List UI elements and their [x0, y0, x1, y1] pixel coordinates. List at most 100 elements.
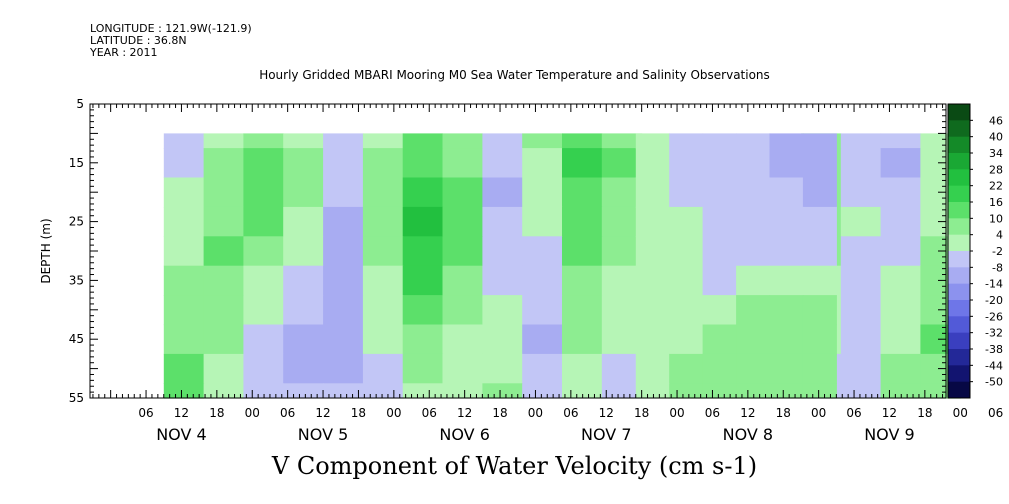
heatmap-cell	[635, 265, 670, 296]
y-tick-label: 15	[69, 156, 84, 170]
y-tick-label: 35	[69, 273, 84, 287]
heatmap-cell	[669, 236, 704, 267]
heatmap-cell	[362, 324, 404, 355]
colorbar-swatch	[948, 202, 970, 219]
x-tick-label: 12	[315, 406, 330, 420]
heatmap-cell	[880, 353, 921, 384]
heatmap-cell	[442, 148, 483, 179]
heatmap-cell	[163, 177, 205, 208]
colorbar-swatch	[948, 153, 970, 170]
colorbar-label: -14	[985, 278, 1003, 291]
colorbar: 46 40 34 28 22 16 10 4 -2 -8 -14 -20 -26 -32 -38 -44 -50	[947, 103, 1003, 399]
heatmap-cell	[635, 133, 670, 149]
heatmap-cell	[283, 236, 324, 267]
heatmap-cell	[840, 206, 882, 237]
heatmap-cell	[482, 133, 523, 149]
heatmap-cell	[163, 265, 205, 296]
colorbar-swatch	[948, 332, 970, 350]
heatmap-cell	[880, 177, 921, 208]
heatmap-cell	[442, 353, 483, 384]
heatmap-cell	[736, 265, 771, 296]
x-day-label: NOV 7	[581, 425, 632, 444]
heatmap-cell	[243, 236, 284, 267]
heatmap-cell	[736, 295, 771, 326]
heatmap-cell	[163, 236, 205, 267]
heatmap-cell	[769, 177, 804, 208]
heatmap-cell	[562, 133, 603, 149]
colorbar-swatch	[948, 104, 970, 121]
heatmap-cell	[323, 148, 364, 179]
heatmap-cell	[203, 133, 244, 149]
heatmap-cell	[362, 133, 404, 149]
heatmap-cell	[362, 236, 404, 267]
heatmap-cell	[243, 206, 284, 237]
y-tick-label: 25	[69, 215, 84, 229]
x-tick-label: 18	[492, 406, 507, 420]
heatmap-cell	[243, 265, 284, 296]
heatmap-cell	[840, 353, 882, 384]
colorbar-swatch	[948, 349, 970, 366]
x-tick-label: 00	[386, 406, 401, 420]
heatmap-cell	[362, 148, 404, 179]
heatmap-cell	[702, 265, 737, 296]
heatmap-cell	[880, 324, 921, 355]
heatmap-cell	[482, 265, 523, 296]
y-tick-label: 5	[76, 97, 84, 111]
heatmap-cell	[243, 324, 284, 355]
heatmap-cell	[769, 133, 804, 149]
heatmap-cell	[601, 265, 643, 296]
heatmap-cell	[522, 206, 563, 237]
heatmap-cell	[635, 353, 670, 384]
heatmap-cell	[736, 206, 771, 237]
colorbar-label: 10	[989, 212, 1003, 225]
colorbar-swatch	[948, 234, 970, 252]
x-tick-label: 06	[280, 406, 295, 420]
heatmap-cell	[482, 383, 523, 399]
heatmap-cell	[482, 295, 523, 326]
heatmap-cell	[769, 295, 804, 326]
heatmap-cell	[736, 353, 771, 384]
x-tick-label: 12	[457, 406, 472, 420]
heatmap-cell	[283, 177, 324, 208]
heatmap-cell	[362, 295, 404, 326]
heatmap-cell	[736, 383, 771, 399]
heatmap-cell	[635, 206, 670, 237]
heatmap-cell	[669, 265, 704, 296]
heatmap-cell	[601, 206, 643, 237]
x-day-label: NOV 9	[864, 425, 915, 444]
y-axis-label: DEPTH (m)	[39, 218, 53, 283]
heatmap-cell	[163, 148, 205, 179]
heatmap-cell	[802, 324, 837, 355]
heatmap-cell	[669, 148, 704, 179]
x-tick-label: 06	[846, 406, 861, 420]
heatmap-cell	[601, 148, 643, 179]
heatmap-cell	[522, 236, 563, 267]
heatmap-cell	[702, 148, 737, 179]
heatmap-cell	[522, 265, 563, 296]
heatmap-cell	[283, 324, 324, 355]
x-day-label: NOV 4	[156, 425, 207, 444]
x-tick-label: 00	[669, 406, 684, 420]
heatmap-cell	[323, 177, 364, 208]
x-tick-label: 12	[174, 406, 189, 420]
chart-subtitle: V Component of Water Velocity (cm s-1)	[271, 452, 758, 480]
x-tick-label: 12	[740, 406, 755, 420]
heatmap-cell	[323, 353, 364, 384]
heatmap-cell	[880, 133, 921, 149]
heatmap-cell	[402, 148, 444, 179]
heatmap-cell	[601, 177, 643, 208]
x-tick-label: 18	[209, 406, 224, 420]
colorbar-swatch	[948, 185, 970, 203]
heatmap-cell	[840, 265, 882, 296]
heatmap-cell	[522, 133, 563, 149]
heatmap-cell	[635, 295, 670, 326]
x-tick-label: 00	[528, 406, 543, 420]
heatmap-cell	[769, 206, 804, 237]
heatmap-cell	[283, 148, 324, 179]
heatmap-cell	[880, 265, 921, 296]
heatmap-cell	[402, 353, 444, 384]
colorbar-swatch	[948, 300, 970, 317]
colorbar-swatch	[948, 316, 970, 334]
colorbar-swatch	[948, 251, 970, 268]
